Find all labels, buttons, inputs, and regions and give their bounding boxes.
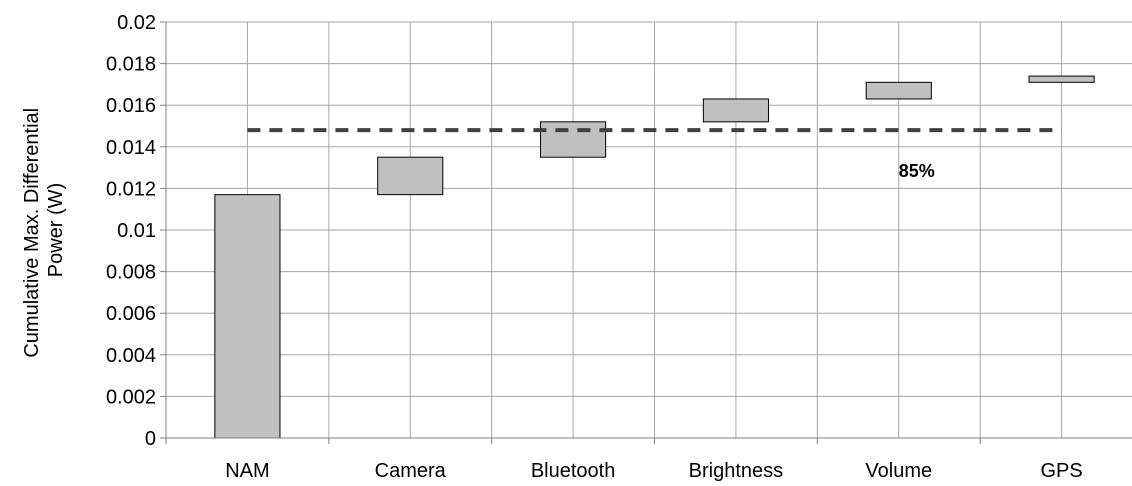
axes: [160, 21, 1132, 444]
bar-nam: [214, 194, 281, 439]
grid-lines: [166, 21, 1132, 438]
y-tick-label: 0.014: [106, 137, 156, 159]
tick-labels: 0 0.002 0.004 0.006 0.008 0.01 0.012 0.014 0.016…: [106, 12, 1083, 482]
y-tick-label: 0.02: [117, 12, 156, 34]
x-tick-label: Volume: [865, 460, 932, 482]
y-axis-title: Cumulative Max. Differential Power (W): [21, 102, 67, 357]
reference-line-label: 85%: [899, 161, 935, 181]
bar-volume: [865, 81, 932, 100]
y-tick-label: 0.004: [106, 345, 156, 367]
y-axis-title-line-2: Power (W): [45, 183, 67, 277]
y-tick-label: 0.012: [106, 178, 156, 200]
bar-brightness: [702, 98, 769, 123]
bar-camera: [377, 156, 444, 196]
bar-gps: [1028, 75, 1095, 83]
y-tick-label: 0.006: [106, 303, 156, 325]
x-tick-label: Camera: [375, 460, 447, 482]
bar-bluetooth: [540, 121, 607, 158]
x-tick-label: NAM: [225, 460, 269, 482]
y-tick-label: 0.002: [106, 386, 156, 408]
y-tick-label: 0: [145, 428, 156, 450]
y-tick-label: 0.008: [106, 262, 156, 284]
bars: [214, 75, 1095, 439]
y-tick-label: 0.018: [106, 54, 156, 76]
x-tick-label: GPS: [1040, 460, 1082, 482]
y-tick-label: 0.01: [117, 220, 156, 242]
x-tick-label: Bluetooth: [531, 460, 616, 482]
y-tick-label: 0.016: [106, 95, 156, 117]
x-tick-label: Brightness: [689, 460, 784, 482]
y-axis-title-line-1: Cumulative Max. Differential: [21, 108, 43, 358]
